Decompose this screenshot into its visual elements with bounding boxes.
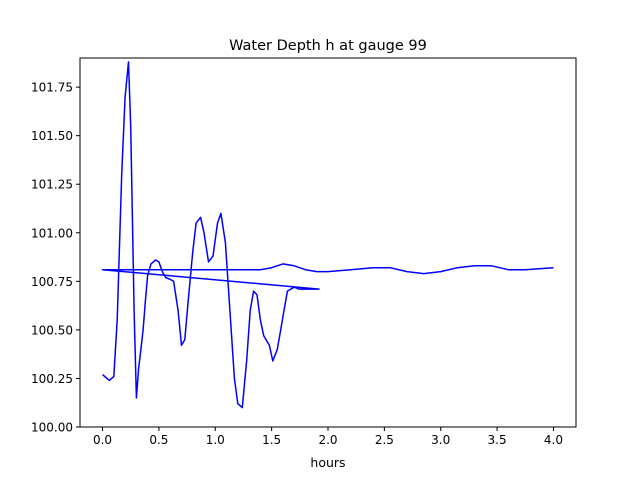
plot-frame: [79, 57, 577, 428]
x-tick-label: 0.5: [149, 433, 168, 447]
y-tick-label: 101.25: [31, 178, 73, 192]
x-tick-label: 1.0: [206, 433, 225, 447]
y-tick-label: 101.50: [31, 129, 73, 143]
y-tick-label: 101.75: [31, 81, 73, 95]
y-tick-label: 101.00: [31, 226, 73, 240]
x-tick-label: 1.5: [262, 433, 281, 447]
x-tick-label: 2.0: [318, 433, 337, 447]
y-tick-label: 100.50: [31, 323, 73, 337]
x-tick-label: 0.0: [93, 433, 112, 447]
x-tick-label: 3.0: [431, 433, 450, 447]
series-line-0: [101, 61, 554, 409]
chart-title: Water Depth h at gauge 99: [229, 38, 427, 54]
y-tick-label: 100.75: [31, 275, 73, 289]
y-tick-label: 100.25: [31, 372, 73, 386]
ticks-layer: 0.0 0.5 1.0 1.5 2.0 2.5 3.0 3.5 4.0 100.00 100.25 1…: [31, 81, 563, 447]
x-tick-label: 3.5: [488, 433, 507, 447]
x-tick-label: 2.5: [375, 433, 394, 447]
x-axis-label: hours: [310, 455, 345, 470]
y-tick-label: 100.00: [31, 421, 73, 435]
x-tick-label: 4.0: [544, 433, 563, 447]
plot-layer: [101, 61, 554, 409]
